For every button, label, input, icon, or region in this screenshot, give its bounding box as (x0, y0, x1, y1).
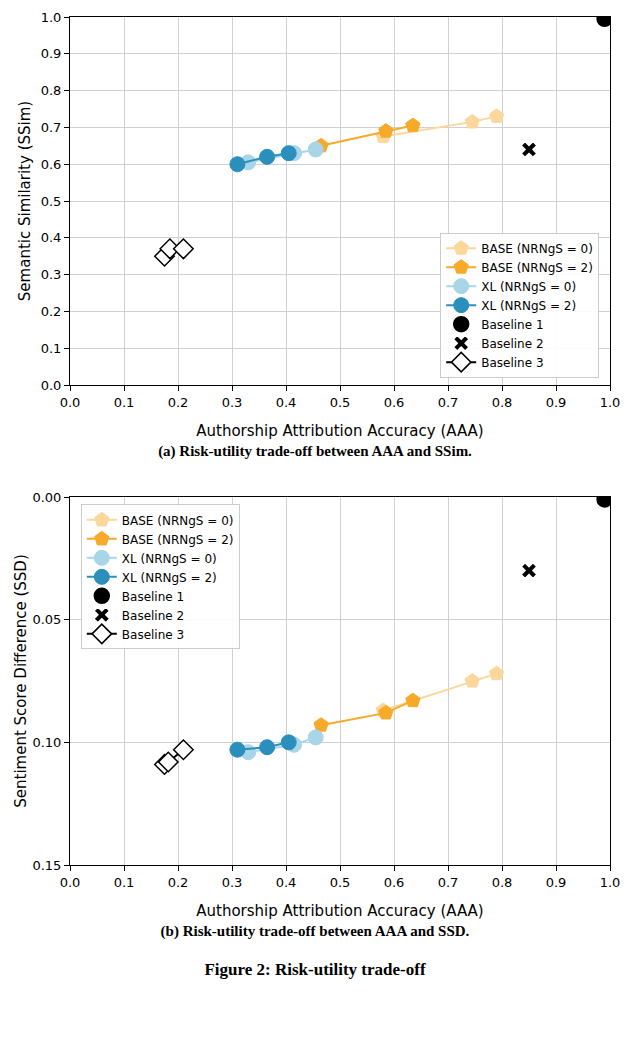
svg-text:0.1: 0.1 (114, 875, 135, 890)
svg-text:0.10: 0.10 (32, 735, 61, 750)
svg-text:0.2: 0.2 (168, 395, 189, 410)
svg-text:0.2: 0.2 (168, 875, 189, 890)
svg-text:BASE (NRNgS = 2): BASE (NRNgS = 2) (481, 261, 593, 275)
svg-text:XL (NRNgS = 2): XL (NRNgS = 2) (122, 571, 217, 585)
svg-text:0.15: 0.15 (32, 858, 61, 873)
svg-text:0.0: 0.0 (60, 395, 81, 410)
svg-text:0.2: 0.2 (41, 304, 62, 319)
svg-text:0.0: 0.0 (41, 378, 62, 393)
svg-text:XL (NRNgS = 0): XL (NRNgS = 0) (481, 280, 576, 294)
svg-text:0.4: 0.4 (41, 230, 62, 245)
svg-text:Baseline 2: Baseline 2 (122, 609, 184, 623)
svg-text:Authorship Attribution Accurac: Authorship Attribution Accuracy (AAA) (196, 422, 483, 440)
svg-text:0.9: 0.9 (546, 875, 567, 890)
svg-text:1.0: 1.0 (41, 10, 62, 25)
svg-text:1.0: 1.0 (600, 395, 621, 410)
svg-text:Baseline 2: Baseline 2 (481, 337, 543, 351)
svg-text:0.00: 0.00 (32, 490, 61, 505)
svg-text:0.5: 0.5 (330, 875, 351, 890)
svg-text:0.9: 0.9 (41, 46, 62, 61)
svg-text:0.3: 0.3 (222, 395, 243, 410)
svg-text:Sentiment Score Difference (SS: Sentiment Score Difference (SSD) (12, 554, 30, 807)
svg-text:0.4: 0.4 (276, 395, 297, 410)
svg-text:0.6: 0.6 (384, 875, 405, 890)
svg-text:0.3: 0.3 (41, 267, 62, 282)
svg-text:Semantic Similarity (SSim): Semantic Similarity (SSim) (16, 101, 34, 301)
svg-text:0.8: 0.8 (492, 875, 513, 890)
svg-text:BASE (NRNgS = 2): BASE (NRNgS = 2) (122, 533, 234, 547)
svg-text:Baseline 1: Baseline 1 (481, 318, 543, 332)
svg-text:Baseline 3: Baseline 3 (481, 356, 543, 370)
svg-text:BASE (NRNgS = 0): BASE (NRNgS = 0) (122, 514, 234, 528)
svg-text:XL (NRNgS = 0): XL (NRNgS = 0) (122, 552, 217, 566)
svg-text:BASE (NRNgS = 0): BASE (NRNgS = 0) (481, 242, 593, 256)
html-text:(a) Risk-utility trade-off bet: (a) Risk-utility trade-off between AAA a… (158, 443, 472, 459)
svg-text:0.4: 0.4 (276, 875, 297, 890)
svg-text:0.1: 0.1 (41, 341, 62, 356)
svg-text:Baseline 1: Baseline 1 (122, 590, 184, 604)
svg-text:0.7: 0.7 (438, 875, 459, 890)
html-text:Figure 2: Risk-utility trade-o: Figure 2: Risk-utility trade-off (204, 960, 426, 979)
svg-text:0.9: 0.9 (546, 395, 567, 410)
svg-text:0.0: 0.0 (60, 875, 81, 890)
svg-text:0.8: 0.8 (41, 83, 62, 98)
svg-text:Baseline 3: Baseline 3 (122, 628, 184, 642)
svg-text:Authorship Attribution Accurac: Authorship Attribution Accuracy (AAA) (196, 902, 483, 920)
html-text:(b) Risk-utility trade-off bet: (b) Risk-utility trade-off between AAA a… (160, 923, 470, 939)
svg-text:0.5: 0.5 (330, 395, 351, 410)
svg-text:0.7: 0.7 (438, 395, 459, 410)
svg-text:0.5: 0.5 (41, 194, 62, 209)
svg-text:XL (NRNgS = 2): XL (NRNgS = 2) (481, 299, 576, 313)
svg-text:0.05: 0.05 (32, 612, 61, 627)
svg-text:0.7: 0.7 (41, 120, 62, 135)
svg-text:0.6: 0.6 (384, 395, 405, 410)
svg-text:0.6: 0.6 (41, 157, 62, 172)
svg-text:1.0: 1.0 (600, 875, 621, 890)
svg-text:0.1: 0.1 (114, 395, 135, 410)
svg-text:0.8: 0.8 (492, 395, 513, 410)
svg-text:0.3: 0.3 (222, 875, 243, 890)
